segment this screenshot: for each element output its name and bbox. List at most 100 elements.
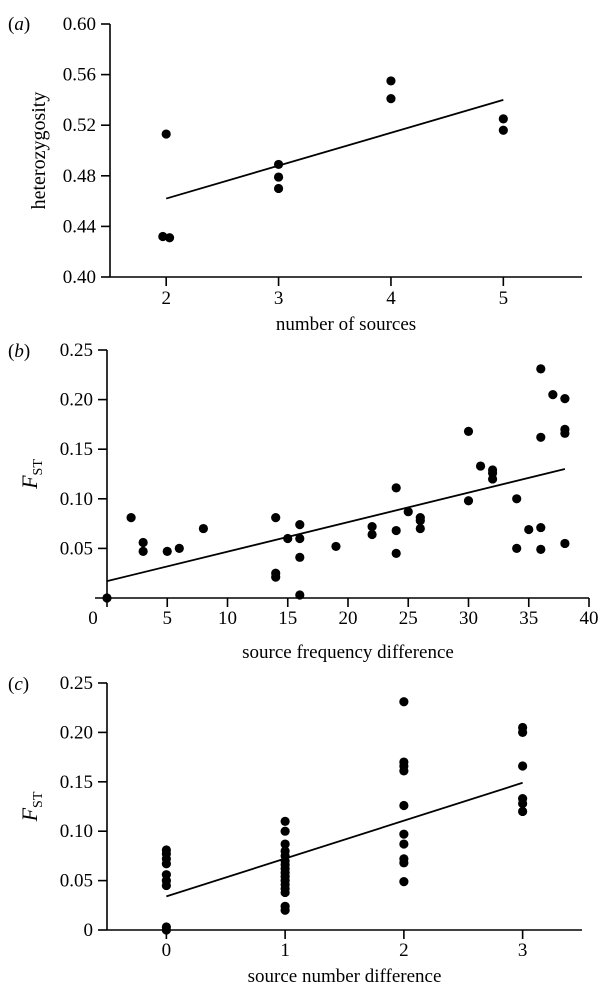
data-point [161, 859, 171, 869]
data-point [399, 800, 409, 811]
data-point [415, 516, 425, 526]
data-point [536, 544, 546, 554]
data-point [102, 593, 112, 603]
data-point [164, 233, 175, 243]
data-point [391, 483, 401, 493]
y-tick-label: 0.25 [60, 673, 93, 694]
y-tick-label: 0.15 [60, 439, 93, 460]
y-tick-label: 0.15 [60, 772, 93, 793]
x-tick-label: 20 [339, 608, 358, 629]
data-point [536, 522, 546, 533]
y-axis-label: FST [17, 459, 46, 490]
data-point [548, 390, 558, 400]
data-point [161, 880, 171, 891]
data-point [367, 529, 377, 540]
data-point [560, 428, 570, 438]
data-point [518, 798, 528, 809]
y-tick-label: 0.44 [63, 216, 97, 237]
x-tick-label: 0 [88, 608, 98, 629]
data-point [331, 541, 341, 552]
data-point [399, 858, 409, 868]
y-tick-label: 0.05 [60, 871, 93, 892]
y-tick-label: 0.20 [60, 722, 93, 743]
panel-c-plot: 0 0.05 0.10 0.15 0.20 0.25 0 1 2 3 source number d… [17, 673, 582, 987]
data-point [524, 524, 534, 535]
x-axis-label: source frequency difference [242, 642, 454, 663]
data-point [560, 394, 570, 404]
data-point [271, 572, 281, 582]
y-tick-label: 0.10 [60, 489, 93, 510]
data-point [283, 533, 293, 544]
x-tick-label: 3 [518, 940, 528, 961]
data-point [273, 183, 284, 194]
y-tick-label: 0.52 [63, 115, 96, 136]
data-point [560, 538, 570, 549]
data-point [399, 839, 409, 849]
x-axis-label: source number difference [248, 966, 442, 987]
x-tick-label: 30 [459, 608, 478, 629]
x-tick-label: 0 [162, 940, 172, 961]
data-point [161, 925, 171, 935]
data-point [280, 816, 290, 826]
y-tick-label: 0.56 [63, 65, 96, 86]
data-point [174, 543, 184, 554]
data-point [518, 806, 528, 817]
data-point [280, 905, 290, 915]
data-point [415, 523, 425, 534]
data-point [399, 697, 409, 707]
panel-a: (a) 0.40 0.44 0.48 0.52 0.56 0.60 2 3 4 5 number o… [8, 14, 582, 335]
x-tick-label: 3 [274, 288, 284, 309]
data-point [367, 521, 377, 532]
regression-line [106, 468, 566, 583]
data-point [498, 125, 508, 135]
data-point [295, 533, 305, 544]
data-point [399, 766, 409, 776]
data-point [488, 474, 498, 484]
data-point [518, 727, 528, 738]
data-point [391, 548, 401, 558]
data-point [271, 513, 281, 523]
data-point [162, 546, 172, 556]
data-point [138, 537, 148, 548]
y-tick-label: 0.10 [60, 821, 93, 842]
panel-b: (b) 0.05 0.10 0.15 0.20 0.25 0 5 10 15 20 25 30 35 40… [8, 340, 599, 663]
y-tick-label: 0.60 [63, 14, 96, 35]
y-axis-label: FST [17, 791, 46, 822]
x-tick-label: 15 [278, 608, 297, 629]
x-tick-label: 25 [399, 608, 418, 629]
data-point [280, 887, 290, 898]
data-point [198, 523, 208, 534]
panel-b-plot: 0.05 0.10 0.15 0.20 0.25 0 5 10 15 20 25 30 35 40 sour… [17, 340, 599, 663]
x-tick-label: 5 [499, 288, 509, 309]
data-point [295, 552, 305, 562]
data-point [536, 432, 546, 442]
data-point [512, 494, 522, 504]
y-tick-label: 0.40 [63, 267, 96, 288]
y-tick-label: 0.25 [60, 340, 93, 361]
data-point [295, 519, 305, 530]
panel-b-label: (b) [8, 341, 30, 362]
data-point [403, 507, 413, 517]
data-point [512, 543, 522, 554]
data-point [280, 839, 290, 849]
y-tick-label: 0.05 [60, 538, 93, 559]
x-tick-label: 10 [218, 608, 237, 629]
data-point [518, 761, 528, 771]
x-tick-label: 4 [386, 288, 396, 309]
data-point [386, 76, 396, 86]
data-point [463, 496, 474, 506]
data-point [386, 94, 396, 104]
data-point [273, 172, 284, 182]
data-point [536, 364, 546, 374]
x-tick-label: 5 [163, 608, 173, 629]
data-point [463, 426, 474, 436]
x-tick-label: 2 [161, 288, 171, 309]
data-point [273, 159, 284, 170]
x-axis-label: number of sources [276, 314, 416, 335]
data-point [475, 461, 486, 471]
data-point [498, 114, 508, 124]
data-point [399, 829, 409, 839]
data-point [295, 590, 305, 600]
panel-a-plot: 0.40 0.44 0.48 0.52 0.56 0.60 2 3 4 5 number of so… [28, 14, 582, 335]
